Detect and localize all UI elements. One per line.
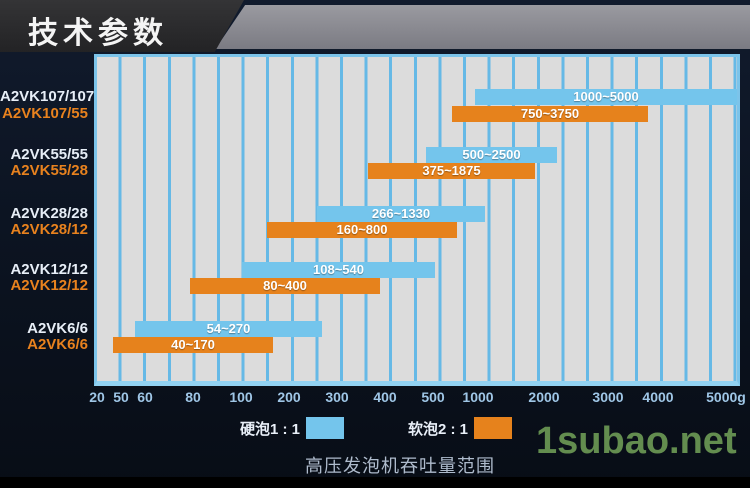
row-label-hard-2: A2VK28/28 [10,205,88,222]
bar-soft-foam-0: 750~3750 [452,106,648,122]
bar-soft-foam-2: 160~800 [267,222,457,238]
bar-soft-foam-4: 40~170 [113,337,273,353]
row-label-soft-3: A2VK12/12 [10,277,88,294]
x-axis: 20 50 60 80 100 200 300 400 500 1000 2000 3000 4000 5… [0,389,750,407]
row-label-hard-0: A2VK107/107 [0,88,95,105]
bar-hard-foam-1: 500~2500 [426,147,557,163]
x-tick-20: 20 [89,389,105,405]
bar-soft-foam-1: 375~1875 [368,163,535,179]
row-label-soft-0: A2VK107/55 [2,105,88,122]
legend-label-soft-foam: 软泡2 : 1 [408,420,469,438]
x-tick-60: 60 [137,389,153,405]
x-tick-2000: 2000 [528,389,560,405]
x-tick-400: 400 [373,389,397,405]
row-label-hard-3: A2VK12/12 [10,261,88,278]
x-tick-500: 500 [421,389,445,405]
x-tick-3000: 3000 [592,389,624,405]
bar-hard-foam-3: 108~540 [242,262,435,278]
legend-item-soft-foam: 软泡2 : 1 [408,417,513,439]
legend-label-hard-foam: 硬泡1 : 1 [240,420,301,438]
x-tick-50: 50 [113,389,129,405]
row-label-soft-2: A2VK28/12 [10,221,88,238]
x-tick-100: 100 [229,389,253,405]
watermark: 1subao.net [536,420,737,462]
x-tick-300: 300 [325,389,349,405]
legend-swatch-hard-foam [306,417,345,439]
bar-hard-foam-2: 266~1330 [317,206,485,222]
x-tick-4000: 4000 [642,389,674,405]
chart-title: 高压发泡机吞吐量范围 [305,456,495,476]
bar-hard-foam-4: 54~270 [135,321,322,337]
bottom-strip [0,477,750,488]
page-title: 技术参数 [28,17,168,50]
x-tick-1000: 1000 [462,389,494,405]
row-label-soft-1: A2VK55/28 [10,162,88,179]
bar-hard-foam-0: 1000~5000 [475,89,737,105]
x-tick-200: 200 [277,389,301,405]
row-label-hard-1: A2VK55/55 [10,146,88,163]
legend-swatch-soft-foam [474,417,513,439]
row-label-soft-4: A2VK6/6 [27,336,88,353]
x-tick-5000g: 5000g [706,389,746,405]
header-gray-band [215,5,750,49]
bar-soft-foam-3: 80~400 [190,278,380,294]
row-label-hard-4: A2VK6/6 [27,320,88,337]
legend-item-hard-foam: 硬泡1 : 1 [240,417,345,439]
header-title-block [0,0,244,52]
plot-area: 1000~5000 750~3750 500~2500 375~1875 266~133… [94,54,740,386]
x-tick-80: 80 [185,389,201,405]
